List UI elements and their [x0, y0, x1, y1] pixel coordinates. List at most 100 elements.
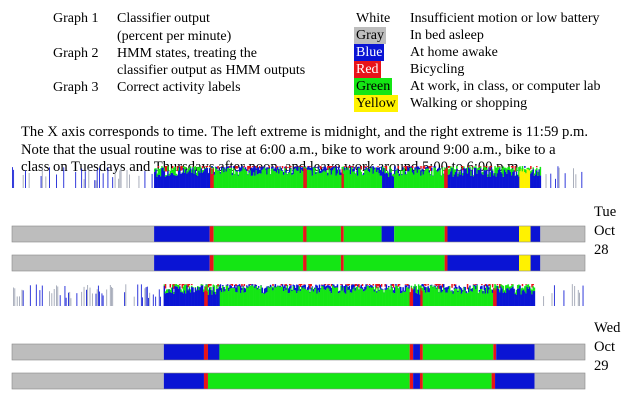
classifier-column: [293, 166, 296, 170]
classifier-column: [508, 166, 511, 171]
classifier-column: [315, 174, 317, 188]
hmm-bar-blue-segment: [447, 226, 520, 242]
classifier-column: [217, 170, 219, 188]
classifier-column: [256, 174, 259, 188]
classifier-column: [483, 285, 486, 291]
classifier-column: [309, 166, 311, 168]
classifier-column: [185, 169, 187, 188]
classifier-column: [447, 174, 450, 188]
classifier-column: [302, 167, 304, 172]
classifier-column: [522, 169, 525, 188]
classifier-column: [519, 166, 521, 172]
classifier-column: [294, 166, 297, 169]
classifier-column: [158, 174, 161, 188]
classifier-column: [187, 172, 189, 188]
classifier-column: [508, 290, 511, 306]
classifier-column: [358, 168, 360, 188]
classifier-column: [330, 166, 333, 168]
classifier-column: [435, 284, 438, 287]
classifier-column: [411, 169, 414, 173]
classifier-column: [230, 285, 232, 289]
classifier-column: [315, 287, 317, 306]
classifier-column: [207, 173, 210, 188]
classifier-column: [200, 168, 203, 188]
classifier-column: [292, 284, 295, 286]
classifier-column: [411, 288, 414, 290]
classifier-column: [333, 284, 335, 287]
classifier-column: [531, 172, 533, 188]
classifier-column: [348, 285, 351, 290]
classifier-column: [417, 289, 420, 306]
classifier-column: [396, 169, 398, 188]
classifier-column: [484, 166, 487, 171]
classifier-column: [319, 288, 322, 290]
classifier-column: [524, 169, 526, 173]
classifier-column: [212, 284, 215, 287]
classifier-column: [186, 170, 188, 174]
classifier-column: [340, 285, 342, 306]
classifier-column: [321, 285, 323, 306]
classifier-column: [416, 293, 419, 306]
classifier-column: [325, 170, 328, 188]
classifier-column: [352, 289, 354, 306]
classifier-column: [328, 168, 330, 188]
classifier-column: [160, 168, 162, 177]
classifier-sleep-tick: [155, 296, 157, 306]
classifier-column: [292, 174, 295, 188]
classifier-column: [335, 287, 337, 306]
classifier-column: [189, 289, 192, 293]
classifier-column: [304, 288, 306, 306]
classifier-column: [275, 172, 278, 188]
classifier-column: [502, 292, 505, 306]
classifier-column: [451, 290, 453, 292]
classifier-column: [174, 286, 176, 306]
classifier-column: [484, 284, 487, 287]
classifier-column: [312, 167, 315, 188]
classifier-column: [160, 176, 162, 188]
classifier-column: [213, 291, 216, 306]
classifier-column: [506, 285, 508, 289]
classifier-column: [463, 166, 465, 168]
classifier-column: [161, 167, 163, 188]
classifier-column: [220, 288, 223, 293]
label-bar-blue-segment: [495, 373, 535, 389]
hmm-bar-blue-segment: [154, 226, 210, 242]
classifier-sleep-tick: [577, 289, 579, 306]
classifier-column: [447, 286, 450, 290]
classifier-column: [314, 289, 316, 306]
classifier-column: [175, 284, 178, 287]
classifier-column: [330, 284, 333, 287]
classifier-column: [309, 291, 311, 293]
classifier-column: [216, 166, 218, 170]
classifier-column: [371, 166, 373, 168]
classifier-column: [392, 290, 395, 293]
classifier-column: [384, 288, 386, 290]
classifier-sleep-tick: [106, 289, 108, 306]
classifier-column: [487, 174, 489, 177]
classifier-sleep-tick: [128, 174, 130, 188]
classifier-column: [291, 174, 293, 188]
classifier-column: [324, 171, 327, 188]
classifier-column: [413, 289, 415, 306]
classifier-column: [519, 285, 521, 306]
classifier-column: [457, 176, 459, 188]
classifier-column: [201, 284, 204, 286]
classifier-column: [434, 286, 437, 306]
classifier-column: [345, 166, 347, 168]
hmm-bar-red-segment: [409, 344, 414, 360]
classifier-sleep-tick: [97, 285, 99, 306]
classifier-column: [228, 166, 230, 168]
classifier-column: [218, 285, 221, 287]
classifier-column: [358, 289, 360, 306]
classifier-column: [220, 166, 223, 171]
classifier-sleep-tick: [582, 285, 584, 306]
classifier-column: [472, 284, 475, 286]
classifier-column: [462, 173, 464, 176]
classifier-sleep-tick: [140, 284, 142, 306]
classifier-column: [537, 171, 539, 176]
classifier-column: [379, 170, 382, 176]
classifier-column: [405, 287, 408, 306]
classifier-column: [488, 167, 490, 188]
classifier-column: [373, 169, 376, 188]
